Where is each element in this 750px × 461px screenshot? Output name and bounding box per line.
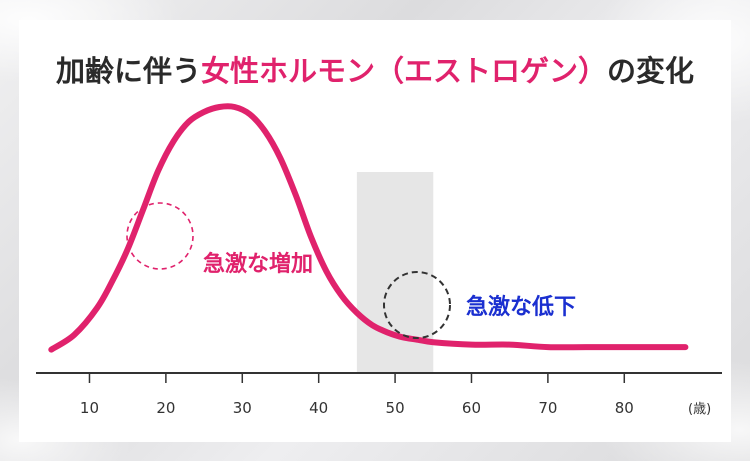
x-axis-unit-label: (歳) (688, 402, 711, 417)
x-tick-label-80: 80 (615, 399, 634, 417)
title-part-1: 加齢に伴う (55, 54, 201, 88)
decrease-label: 急激な低下 (466, 294, 576, 320)
x-tick-label-60: 60 (462, 399, 481, 417)
increase-highlight-circle (126, 202, 194, 270)
x-tick-label-40: 40 (309, 399, 328, 417)
title-part-3: の変化 (607, 54, 695, 88)
x-tick-label-20: 20 (156, 399, 175, 417)
chart-title: 加齢に伴う女性ホルモン（エストロゲン）の変化 (0, 48, 750, 90)
x-tick-label-70: 70 (538, 399, 557, 417)
x-tick-label-30: 30 (233, 399, 252, 417)
increase-label: 急激な増加 (203, 251, 313, 277)
x-tick-label-50: 50 (386, 399, 405, 417)
x-tick-label-10: 10 (80, 399, 99, 417)
decrease-highlight-circle (383, 271, 451, 339)
x-axis-ticks: 10 20 30 40 50 60 70 80 (80, 373, 634, 417)
title-highlight: 女性ホルモン（エストロゲン） (200, 54, 607, 88)
